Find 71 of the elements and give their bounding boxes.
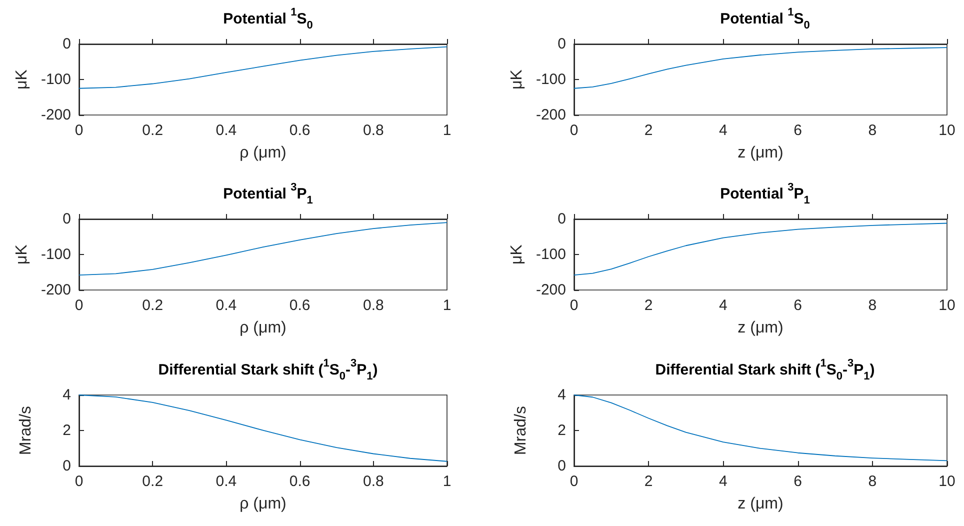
x-tick-label: 10 — [938, 297, 956, 314]
line-series — [78, 394, 448, 462]
x-tick-label: 0 — [74, 297, 84, 314]
y-tick-label: 0 — [62, 210, 71, 228]
x-tick-label: 0.8 — [362, 472, 384, 490]
x-tick-label: 10 — [938, 472, 956, 490]
x-tick-label: 0.2 — [142, 122, 164, 139]
y-tick-label: -100 — [40, 71, 71, 88]
y-tick-label: 4 — [558, 386, 566, 404]
y-tick-label: 0 — [62, 36, 71, 52]
x-tick-label: 8 — [868, 297, 877, 314]
x-tick-label: 2 — [644, 122, 653, 139]
y-tick-label: 0 — [558, 457, 566, 474]
x-tick-label: 8 — [868, 122, 877, 139]
x-tick-label: 4 — [719, 472, 728, 490]
x-tick-label: 0 — [74, 472, 84, 490]
x-tick-label: 0.4 — [216, 472, 237, 490]
x-tick-label: 8 — [868, 472, 877, 490]
y-axis-title: μK — [508, 244, 526, 265]
y-tick-label: -100 — [536, 246, 566, 264]
x-tick-label: 0.8 — [362, 297, 384, 314]
y-tick-label: 2 — [62, 422, 71, 439]
y-tick-label: 0 — [62, 457, 71, 474]
y-tick-label: -200 — [40, 106, 71, 124]
x-tick-label: 6 — [794, 297, 802, 314]
y-tick-label: -200 — [536, 106, 566, 124]
y-axis-title: μK — [14, 244, 31, 265]
y-tick-label: -200 — [536, 282, 566, 299]
x-axis-title: z (μm) — [738, 144, 784, 162]
x-tick-label: 0 — [74, 122, 84, 139]
x-tick-label: 1 — [442, 122, 452, 139]
x-axis-title: ρ (μm) — [240, 495, 286, 512]
x-tick-label: 0.6 — [289, 472, 310, 490]
y-axis-title: Mrad/s — [512, 406, 530, 455]
x-tick-label: 6 — [794, 122, 802, 139]
x-tick-label: 0 — [570, 297, 578, 314]
x-tick-label: 4 — [719, 122, 728, 139]
x-tick-label: 4 — [719, 297, 728, 314]
y-tick-label: 2 — [558, 422, 566, 439]
y-axis-title: μK — [14, 69, 31, 90]
y-tick-label: 0 — [558, 210, 566, 228]
y-tick-label: -200 — [40, 282, 71, 299]
x-tick-label: 0.2 — [142, 472, 164, 490]
line-series — [78, 222, 448, 276]
y-axis-title: Mrad/s — [18, 406, 34, 455]
x-axis-title: ρ (μm) — [240, 144, 286, 162]
x-tick-label: 2 — [644, 297, 653, 314]
line-series — [574, 223, 948, 276]
line-series — [574, 47, 948, 89]
x-tick-label: 0.2 — [142, 297, 164, 314]
x-tick-label: 2 — [644, 472, 653, 490]
y-tick-label: -100 — [536, 71, 566, 88]
x-tick-label: 0.8 — [362, 122, 384, 139]
x-tick-label: 0.6 — [289, 297, 310, 314]
x-tick-label: 0.6 — [289, 122, 310, 139]
x-tick-label: 1 — [442, 472, 452, 490]
x-tick-label: 0 — [570, 472, 578, 490]
x-tick-label: 0 — [570, 122, 578, 139]
x-axis-title: z (μm) — [738, 320, 784, 337]
y-axis-title: μK — [508, 69, 526, 90]
x-axis-title: z (μm) — [738, 495, 784, 512]
x-tick-label: 1 — [442, 297, 452, 314]
y-tick-label: 4 — [62, 386, 71, 404]
x-tick-label: 0.4 — [216, 297, 237, 314]
x-axis-title: ρ (μm) — [240, 320, 286, 337]
x-tick-label: 6 — [794, 472, 802, 490]
x-tick-label: 0.4 — [216, 122, 237, 139]
y-tick-label: 0 — [558, 36, 566, 52]
x-tick-label: 10 — [938, 122, 956, 139]
line-series — [574, 394, 948, 461]
y-tick-label: -100 — [40, 246, 71, 264]
